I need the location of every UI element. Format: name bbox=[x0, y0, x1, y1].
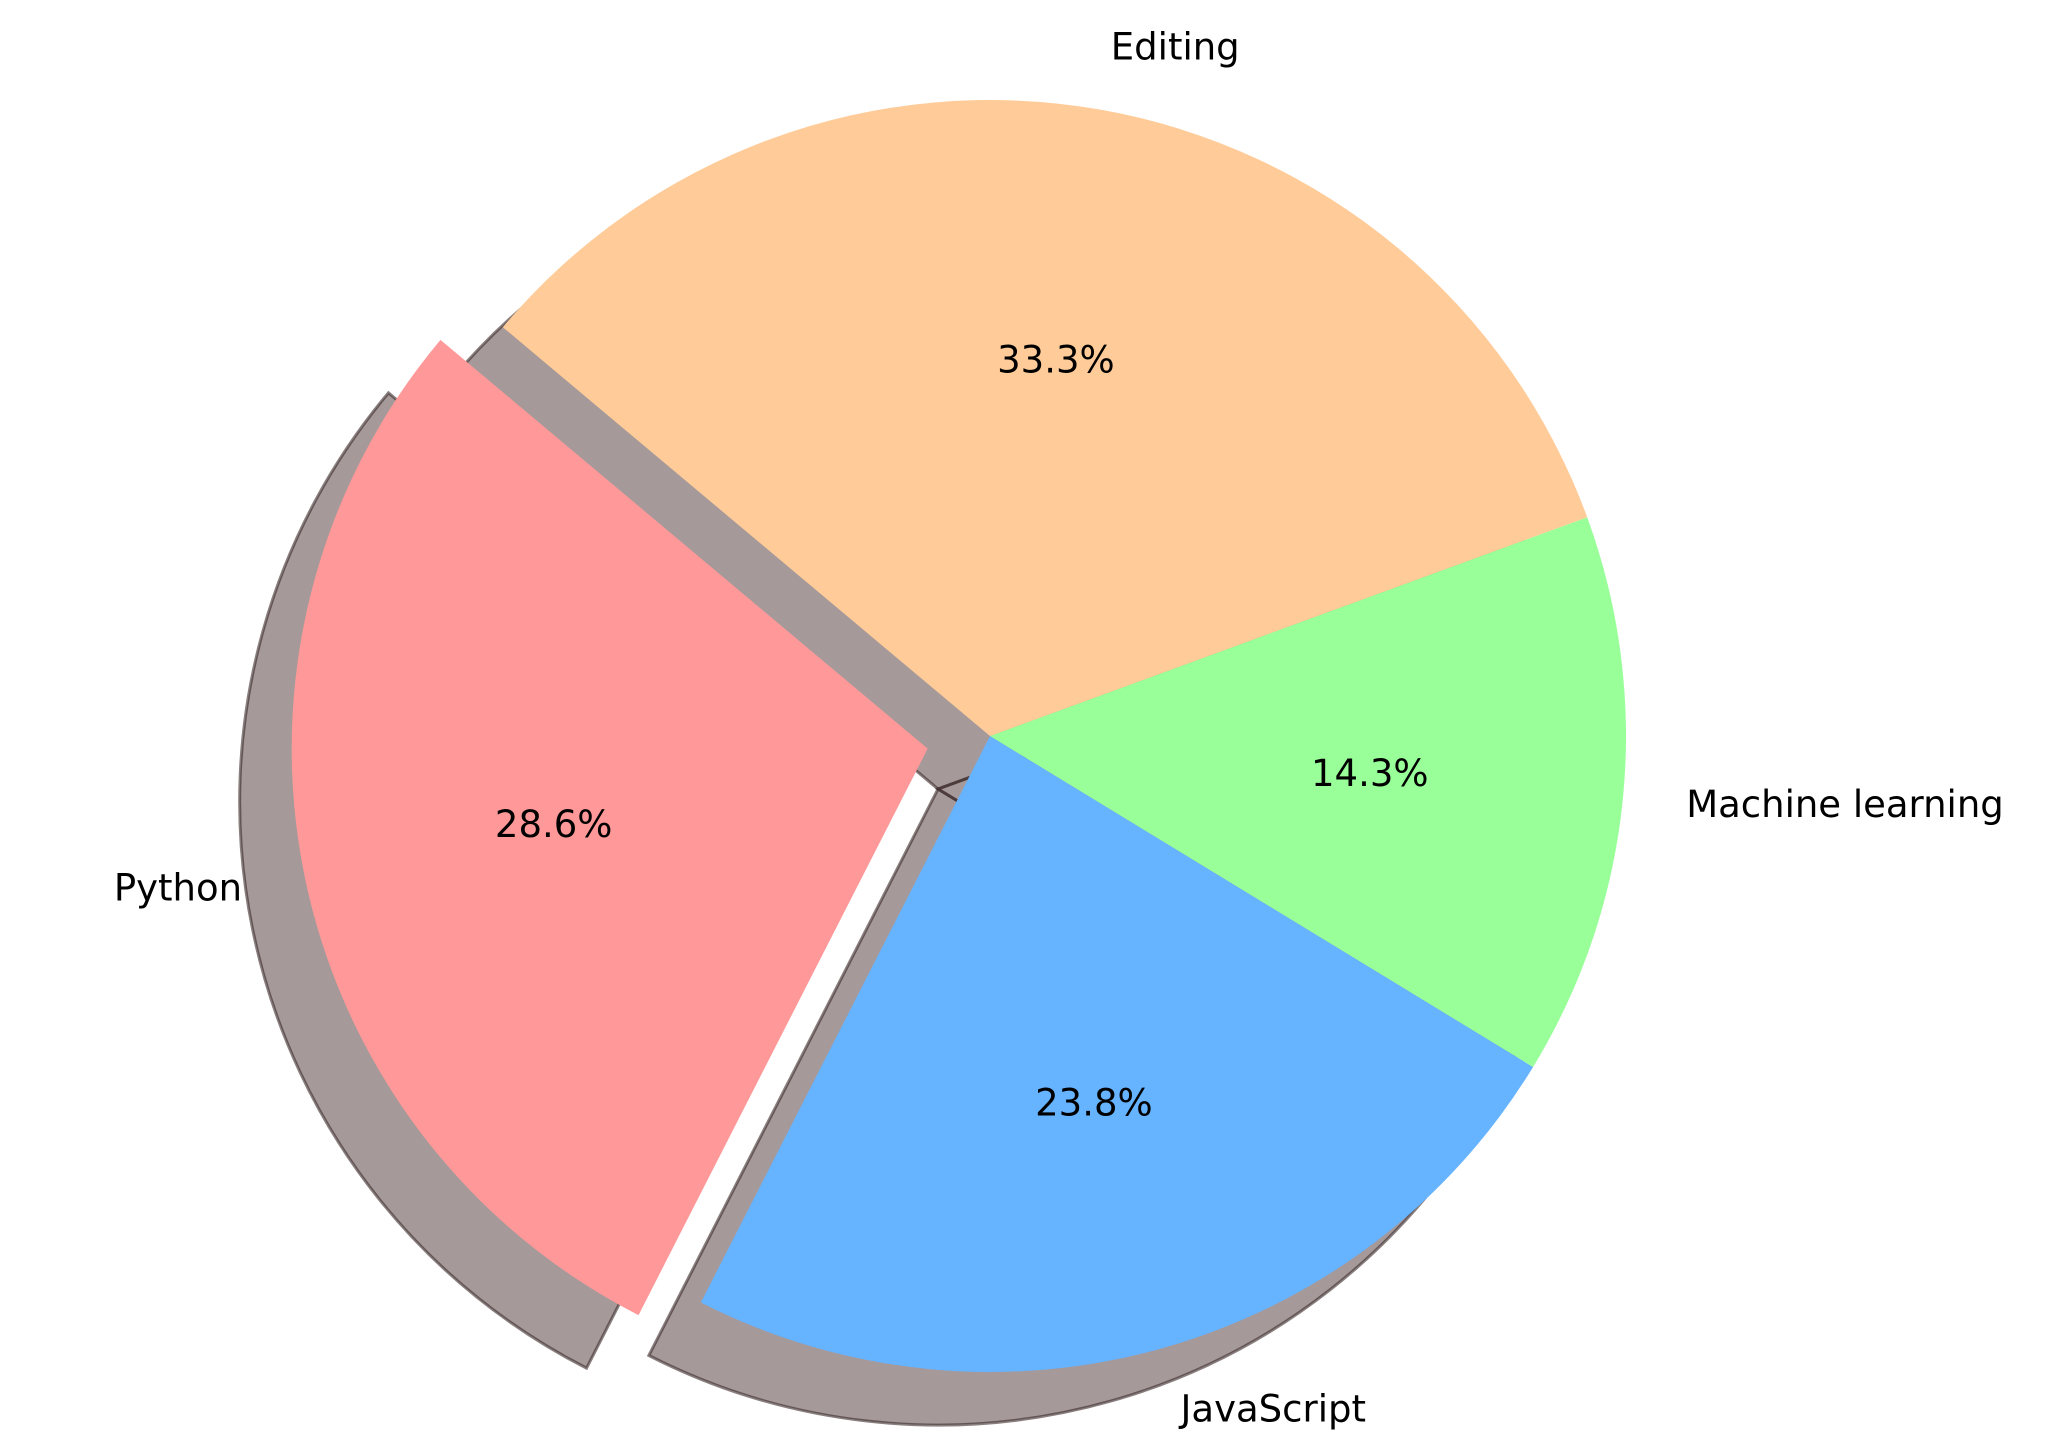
slice-label-javascript: JavaScript bbox=[1179, 1388, 1366, 1431]
pct-label-editing: 33.3% bbox=[997, 339, 1115, 382]
slice-label-editing: Editing bbox=[1111, 25, 1240, 68]
pct-label-javascript: 23.8% bbox=[1035, 1082, 1153, 1125]
pie-slice-javascript bbox=[700, 736, 1534, 1372]
pct-label-machine-learning: 14.3% bbox=[1311, 752, 1429, 795]
slice-label-python: Python bbox=[114, 866, 242, 909]
pie-slice-editing bbox=[502, 100, 1588, 737]
pie-slice-python bbox=[291, 339, 928, 1316]
pie-slice-machine-learning bbox=[990, 517, 1627, 1067]
pie-slices bbox=[291, 100, 1627, 1372]
pie-labels: 28.6% Python 23.8% JavaScript 14.3% Machine l… bbox=[114, 25, 2004, 1430]
slice-label-machine-learning: Machine learning bbox=[1686, 783, 2004, 826]
pct-label-python: 28.6% bbox=[495, 803, 613, 846]
